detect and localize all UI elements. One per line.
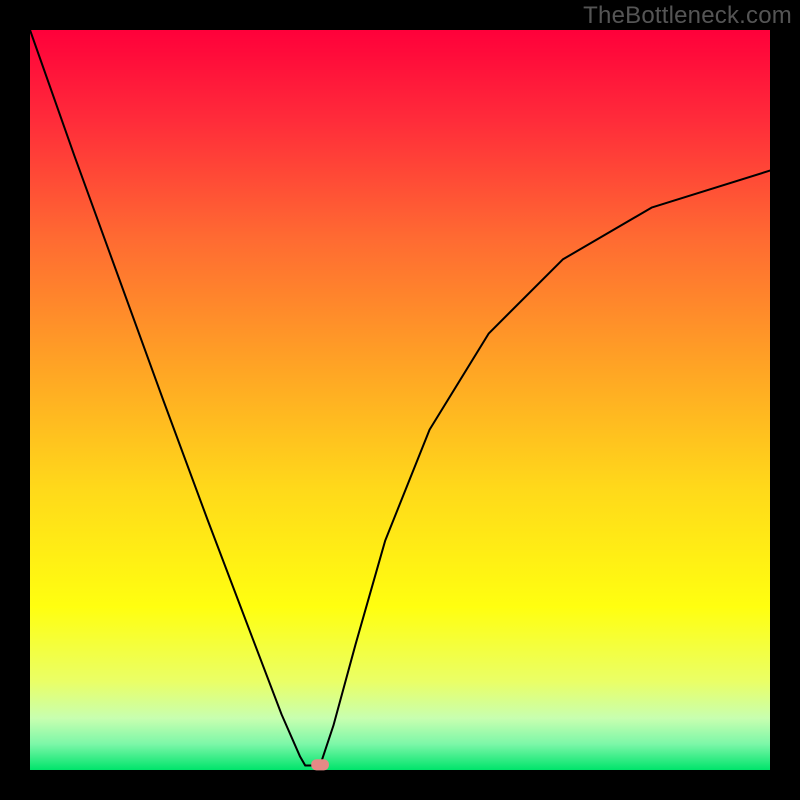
bottleneck-chart: [0, 0, 800, 800]
watermark-text: TheBottleneck.com: [583, 2, 792, 30]
chart-frame: TheBottleneck.com: [0, 0, 800, 800]
plot-background: [30, 30, 770, 770]
optimum-marker: [311, 759, 329, 770]
